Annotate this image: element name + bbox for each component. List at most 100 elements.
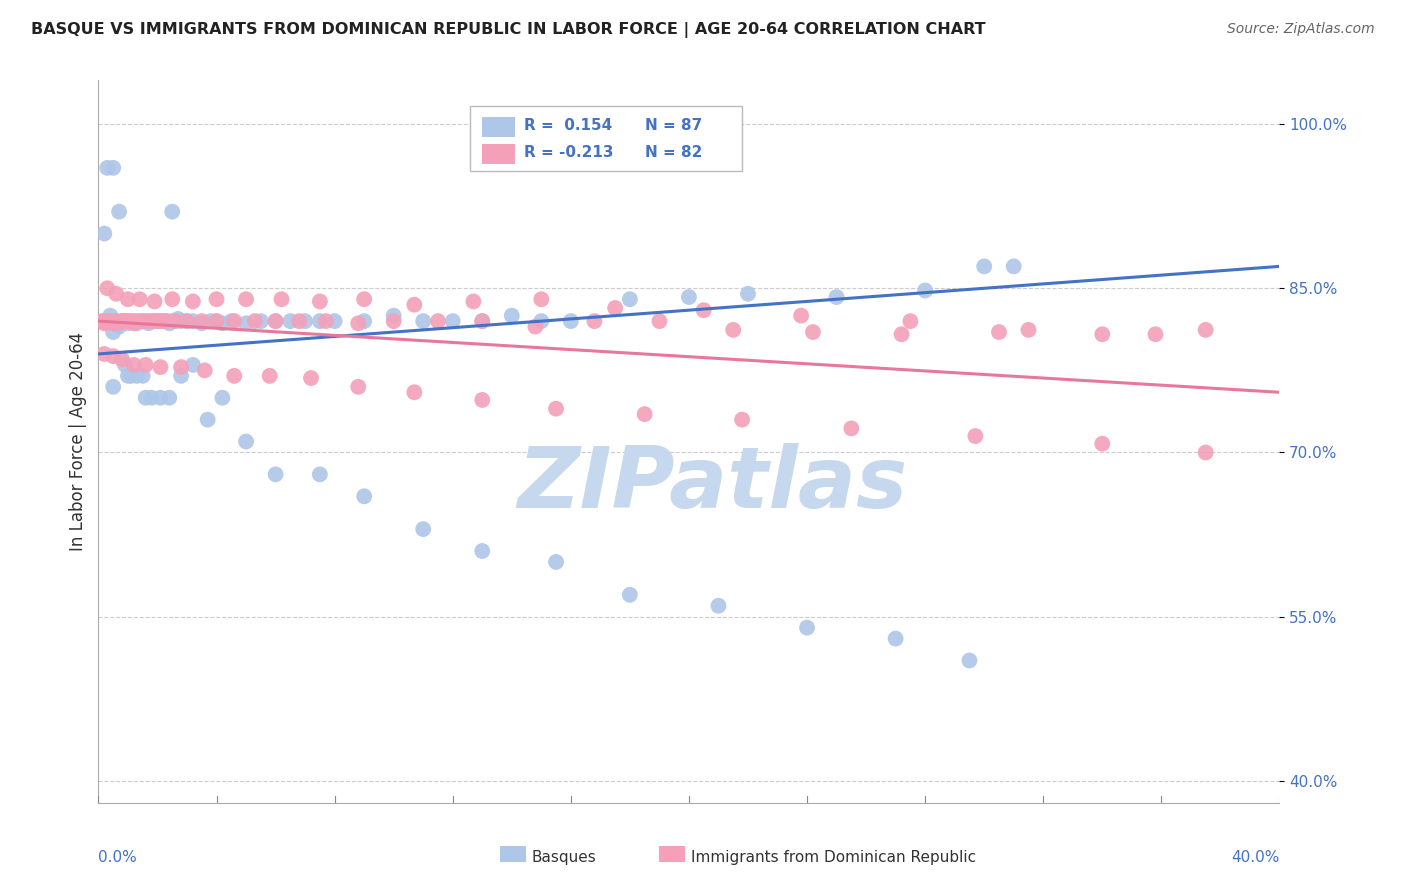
Point [288,314,311,328]
Point [141,391,163,405]
Point [143,314,166,328]
Point [103,380,125,394]
Point [959,653,981,667]
Point [98,314,121,328]
Point [155,314,177,328]
Bar [482,144,516,164]
Point [412,522,434,536]
Point [162,292,183,306]
Point [973,260,995,274]
Point [103,349,125,363]
Point [530,292,553,306]
Point [122,316,145,330]
Point [93,347,115,361]
Point [382,314,405,328]
Point [1091,327,1114,342]
Point [382,309,405,323]
Point [205,314,228,328]
Point [125,316,148,330]
Point [693,303,716,318]
Point [471,544,494,558]
Point [294,314,316,328]
Point [132,314,155,328]
Point [167,312,190,326]
Point [619,588,641,602]
Point [132,314,155,328]
Point [135,358,157,372]
Point [138,314,160,328]
Point [157,316,180,330]
Point [1195,445,1218,459]
Point [299,371,322,385]
Point [114,314,136,328]
Point [120,314,142,328]
Point [117,292,139,306]
Point [162,204,183,219]
Text: Basques: Basques [531,850,596,865]
Point [211,316,233,330]
Point [353,292,375,306]
Point [149,314,172,328]
Point [181,294,204,309]
Point [1002,260,1025,274]
Point [678,290,700,304]
Bar [501,847,526,862]
Bar [659,847,685,862]
Point [93,316,115,330]
Point [280,314,302,328]
Text: N = 87: N = 87 [645,119,703,133]
Point [309,294,332,309]
Point [105,314,128,328]
Point [583,314,606,328]
Point [347,380,370,394]
Point [347,316,370,330]
Point [205,314,228,328]
Point [965,429,987,443]
Point [790,309,813,323]
Point [264,314,287,328]
Point [170,314,193,328]
Point [825,290,848,304]
Text: 0.0%: 0.0% [98,850,138,864]
Point [146,314,169,328]
Point [235,292,257,306]
Point [707,599,730,613]
Point [270,292,292,306]
Point [90,314,112,328]
Point [801,325,824,339]
Point [634,407,657,421]
Point [149,314,172,328]
Point [93,314,115,328]
Point [105,314,128,328]
Point [546,401,568,416]
Point [723,323,745,337]
Point [170,360,193,375]
Point [737,286,759,301]
Point [96,314,118,328]
Point [181,358,204,372]
Point [120,314,142,328]
Point [111,314,134,328]
Point [471,392,494,407]
Point [197,412,219,426]
Point [205,292,228,306]
Point [96,161,118,175]
Point [103,161,125,175]
Point [221,314,243,328]
Text: 40.0%: 40.0% [1232,850,1279,864]
Text: BASQUE VS IMMIGRANTS FROM DOMINICAN REPUBLIC IN LABOR FORCE | AGE 20-64 CORRELAT: BASQUE VS IMMIGRANTS FROM DOMINICAN REPU… [31,22,986,38]
Point [404,385,426,400]
Point [412,314,434,328]
Text: R = -0.213: R = -0.213 [523,145,613,160]
Point [1018,323,1040,337]
Point [224,368,246,383]
Point [471,314,494,328]
Point [176,314,198,328]
Point [108,319,131,334]
Text: N = 82: N = 82 [645,145,703,160]
Point [191,314,214,328]
Point [117,314,139,328]
Point [560,314,582,328]
Text: Immigrants from Dominican Republic: Immigrants from Dominican Republic [692,850,976,865]
Point [315,314,337,328]
